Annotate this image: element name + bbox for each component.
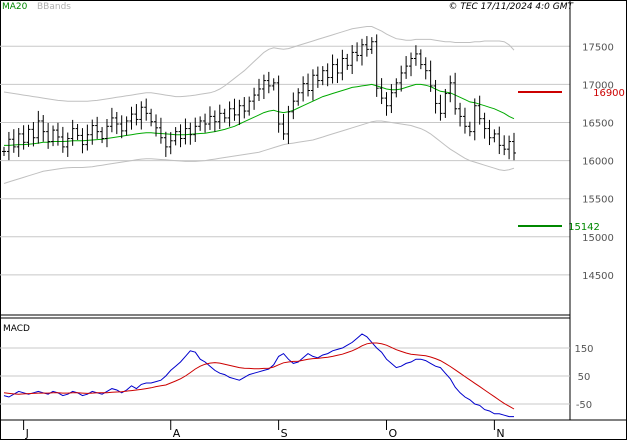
signal-line — [3, 342, 515, 410]
price-tick-label: 17000 — [582, 80, 614, 91]
macd-tick-label: 50 — [578, 372, 591, 383]
x-tick-label: J — [25, 427, 29, 440]
price-tick-label: 15500 — [582, 195, 614, 206]
macd-series — [3, 333, 515, 418]
macd-tick-label: -50 — [576, 400, 592, 411]
price-gridlines — [0, 45, 570, 276]
legend-bbands: BBands — [37, 2, 71, 12]
x-tick-label: O — [389, 427, 398, 440]
price-axis-labels: 14500 15000 15500 16000 16500 17000 17500 — [582, 42, 614, 282]
bollinger-bands — [3, 26, 515, 184]
resistance-label: 16900 — [593, 88, 625, 99]
price-tick-label: 14500 — [582, 271, 614, 282]
copyright-text: © TEC 17/11/2024 4:0 GMT — [448, 2, 574, 12]
macd-axis-labels: 150 50 -50 — [574, 344, 593, 411]
x-tick-label: N — [496, 427, 504, 440]
price-bars — [2, 34, 516, 161]
ma20-line — [4, 83, 515, 146]
price-tick-label: 17500 — [582, 42, 614, 53]
macd-tick-label: 150 — [574, 344, 593, 355]
x-tick-label: A — [173, 427, 181, 440]
support-resistance-lines: 16900 15142 — [518, 88, 625, 233]
macd-title: MACD — [3, 324, 30, 334]
price-tick-label: 16000 — [582, 157, 614, 168]
x-tick-label: S — [281, 427, 288, 440]
price-tick-label: 15000 — [582, 233, 614, 244]
price-tick-label: 16500 — [582, 118, 614, 129]
legend-ma20: MA20 — [2, 2, 28, 12]
support-label: 15142 — [568, 222, 600, 233]
bb-upper-line — [3, 26, 515, 102]
ma20-series-line — [4, 83, 515, 146]
bb-lower-line — [3, 120, 515, 184]
